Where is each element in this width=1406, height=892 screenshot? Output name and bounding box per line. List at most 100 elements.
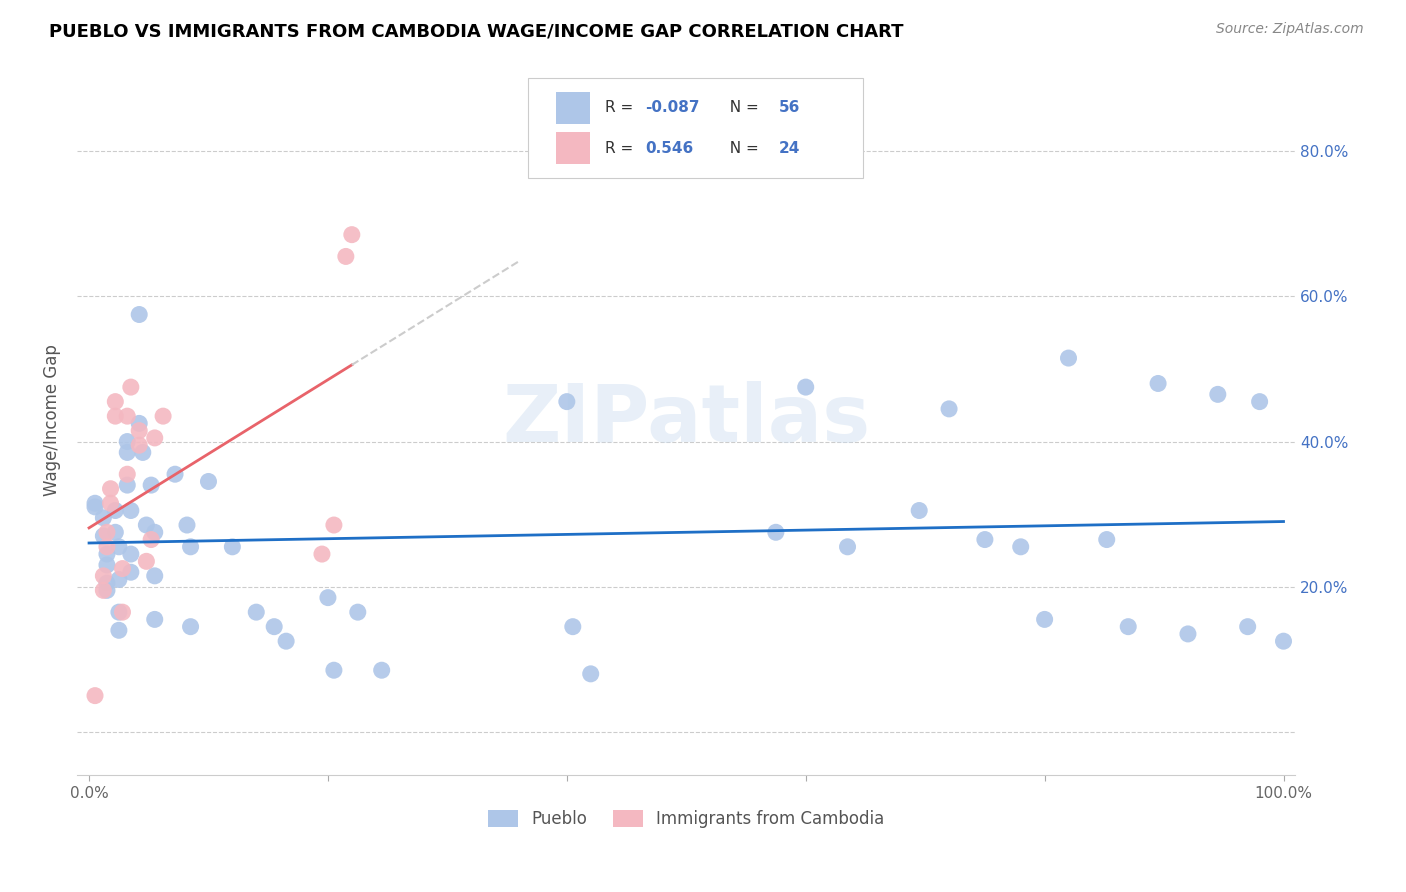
Point [837,540,859,554]
Point [84,496,107,510]
Point [579,666,602,681]
Point [335,249,357,263]
Point [316,591,339,605]
Text: Source: ZipAtlas.com: Source: ZipAtlas.com [1216,22,1364,37]
Point [93,510,115,524]
Text: R =: R = [605,100,638,115]
Point [1177,627,1199,641]
Point [1272,634,1295,648]
Point [263,620,285,634]
Point [346,605,368,619]
Point [340,227,363,242]
Point [96,576,118,591]
Point [120,566,142,580]
Point [794,380,817,394]
Point [197,475,219,489]
Point [141,533,163,547]
Text: N =: N = [720,141,763,156]
Point [180,620,202,634]
Point [322,663,344,677]
Point [96,583,118,598]
Point [180,540,202,554]
Point [104,409,127,424]
Point [1033,612,1056,626]
Text: ZIPatlas: ZIPatlas [502,381,870,458]
Point [104,394,127,409]
Point [117,409,139,424]
Text: PUEBLO VS IMMIGRANTS FROM CAMBODIA WAGE/INCOME GAP CORRELATION CHART: PUEBLO VS IMMIGRANTS FROM CAMBODIA WAGE/… [49,22,904,40]
Point [120,503,142,517]
Point [128,308,150,322]
Text: 56: 56 [779,100,800,115]
Point [143,569,166,583]
Legend: Pueblo, Immigrants from Cambodia: Pueblo, Immigrants from Cambodia [482,803,891,835]
Point [128,438,150,452]
Point [176,518,198,533]
Point [84,689,107,703]
Point [111,605,134,619]
Point [555,394,578,409]
Point [370,663,392,677]
Point [561,620,583,634]
Point [132,445,155,459]
Point [1057,351,1080,365]
Point [141,478,163,492]
Point [322,518,344,533]
Point [135,518,157,533]
Point [100,496,122,510]
Bar [555,92,591,124]
Point [143,431,166,445]
Point [938,401,960,416]
Point [108,605,131,619]
Point [311,547,333,561]
Point [765,525,787,540]
Text: R =: R = [605,141,643,156]
Point [908,503,931,517]
Point [84,500,107,514]
Text: 0.546: 0.546 [645,141,693,156]
Point [152,409,174,424]
Point [120,547,142,561]
Point [117,467,139,482]
Point [104,503,127,517]
Point [1249,394,1271,409]
Point [1147,376,1170,391]
FancyBboxPatch shape [527,78,863,178]
Point [143,612,166,626]
Point [128,424,150,438]
Point [104,525,127,540]
Bar [555,132,591,164]
Text: 24: 24 [779,141,800,156]
Point [96,558,118,572]
Point [96,525,118,540]
Point [108,540,131,554]
Point [1236,620,1258,634]
Point [96,547,118,561]
Point [117,434,139,449]
Point [120,380,142,394]
Point [108,573,131,587]
Point [163,467,186,482]
Point [1206,387,1229,401]
Point [135,554,157,568]
Point [143,525,166,540]
Point [117,445,139,459]
Text: N =: N = [720,100,763,115]
Point [245,605,267,619]
Point [108,624,131,638]
Point [1116,620,1139,634]
Point [111,561,134,575]
Point [93,529,115,543]
Point [128,417,150,431]
Point [117,478,139,492]
Y-axis label: Wage/Income Gap: Wage/Income Gap [44,343,60,496]
Point [973,533,995,547]
Point [100,482,122,496]
Point [221,540,243,554]
Point [96,540,118,554]
Point [1095,533,1118,547]
Point [93,569,115,583]
Text: -0.087: -0.087 [645,100,699,115]
Point [93,583,115,598]
Point [1010,540,1032,554]
